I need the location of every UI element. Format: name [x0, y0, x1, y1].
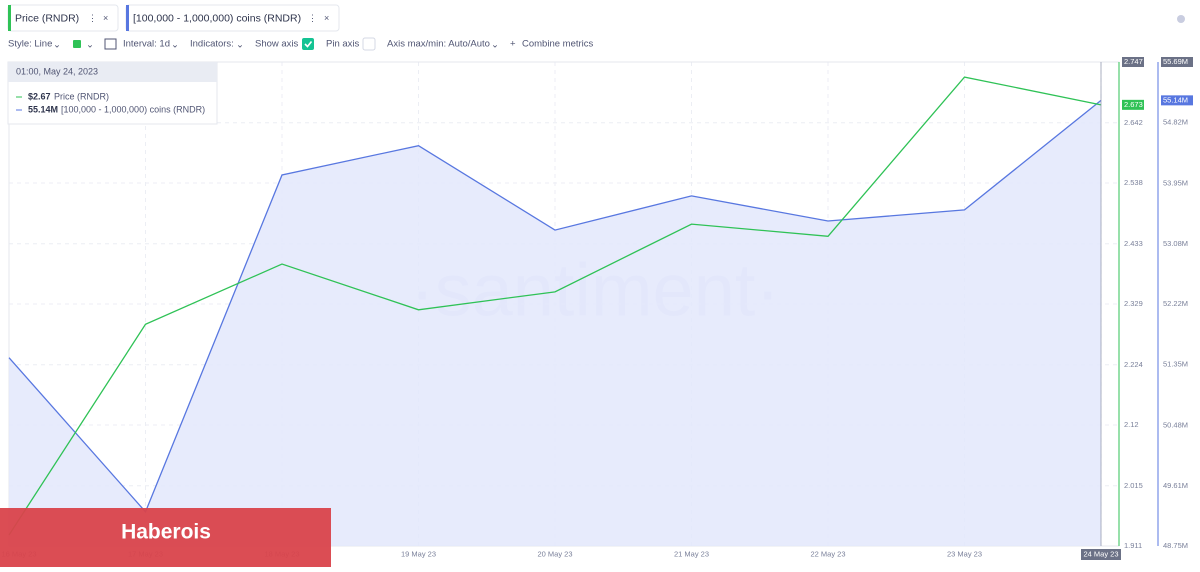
max-tag	[1122, 57, 1144, 67]
check	[304, 41, 313, 48]
x-tick-label: 20 May 23	[537, 549, 572, 558]
chevron: ⌄	[86, 40, 94, 51]
last-value-tag	[1122, 99, 1144, 110]
y-tick-label: 53.95M	[1163, 178, 1188, 187]
tooltip-header	[8, 62, 217, 82]
color-select[interactable]	[73, 40, 81, 48]
banner-text: Haberois	[121, 521, 211, 544]
plot: ·santiment·1.9112.0152.122.2242.3292.433…	[1, 57, 1193, 560]
chip-color	[8, 5, 11, 31]
settings-dot[interactable]	[1177, 15, 1185, 23]
last-value-tag	[1161, 95, 1193, 106]
chevron: ⌄	[236, 40, 244, 51]
y-tick-label: 2.224	[1124, 360, 1143, 369]
last-value-label: 55.14M	[1163, 95, 1188, 104]
x-cursor-tag	[1081, 549, 1121, 560]
chip-close[interactable]: ×	[324, 13, 329, 23]
y-tick-label: 54.82M	[1163, 118, 1188, 127]
max-tag	[1161, 57, 1193, 67]
style-select[interactable]: Style: Line	[8, 39, 52, 50]
y-tick-label: 2.12	[1124, 420, 1139, 429]
y-tick-label: 2.433	[1124, 239, 1143, 248]
y-tick-label: 53.08M	[1163, 239, 1188, 248]
chip-menu[interactable]: ⋮	[88, 13, 97, 23]
y-tick-label: 51.35M	[1163, 360, 1188, 369]
tooltip-metric: Price (RNDR)	[54, 91, 109, 101]
tooltip-title: 01:00, May 24, 2023	[16, 66, 98, 76]
line	[8, 99, 1102, 514]
pin-axis-label: Pin axis	[326, 39, 360, 50]
tooltip-value: $2.67	[28, 91, 51, 101]
indicators-select[interactable]: Indicators:	[190, 39, 234, 50]
chip-color	[126, 5, 129, 31]
tooltip-value: 55.14M	[28, 104, 58, 114]
banner	[0, 508, 331, 567]
y-tick-label: 55.69M	[1163, 57, 1188, 66]
chevron: ⌄	[53, 40, 61, 51]
y-tick-label: 2.538	[1124, 178, 1143, 187]
x-tick-label: 19 May 23	[401, 549, 436, 558]
y-tick-label: 1.911	[1124, 541, 1142, 550]
line	[8, 76, 1102, 536]
plus: +	[510, 39, 516, 50]
show-axis-checkbox[interactable]	[302, 38, 314, 50]
chip-close[interactable]: ×	[103, 13, 108, 23]
y-tick-label: 2.747	[1124, 57, 1143, 66]
chevron: ⌄	[171, 40, 179, 51]
y-tick-label: 2.329	[1124, 299, 1143, 308]
last-value-label: 2.673	[1124, 100, 1143, 109]
show-axis-label: Show axis	[255, 39, 299, 50]
y-tick-label: 52.22M	[1163, 299, 1188, 308]
pin-axis-checkbox[interactable]	[362, 37, 376, 51]
y-tick-label: 49.61M	[1163, 481, 1188, 490]
chip-label: Price (RNDR)	[15, 12, 79, 24]
tooltip-metric: [100,000 - 1,000,000) coins (RNDR)	[61, 104, 205, 114]
combine-metrics[interactable]: Combine metrics	[522, 39, 594, 50]
y-tick-label: 50.48M	[1163, 420, 1188, 429]
chip-label: [100,000 - 1,000,000) coins (RNDR)	[133, 12, 301, 24]
area	[9, 100, 1101, 546]
y-tick-label: 2.642	[1124, 118, 1143, 127]
y-tick-label: 48.75M	[1163, 541, 1188, 550]
x-tick-label: 23 May 23	[947, 549, 982, 558]
x-tick-label: 21 May 23	[674, 549, 709, 558]
chip-menu[interactable]: ⋮	[308, 13, 317, 23]
calendar-icon	[104, 38, 117, 50]
chevron: ⌄	[491, 40, 499, 51]
y-tick-label: 2.015	[1124, 481, 1143, 490]
interval-select[interactable]: Interval: 1d	[123, 39, 170, 50]
axis-minmax-select[interactable]: Axis max/min: Auto/Auto	[387, 39, 490, 50]
x-tick-label: 24 May 23	[1083, 549, 1118, 558]
x-tick-label: 22 May 23	[810, 549, 845, 558]
